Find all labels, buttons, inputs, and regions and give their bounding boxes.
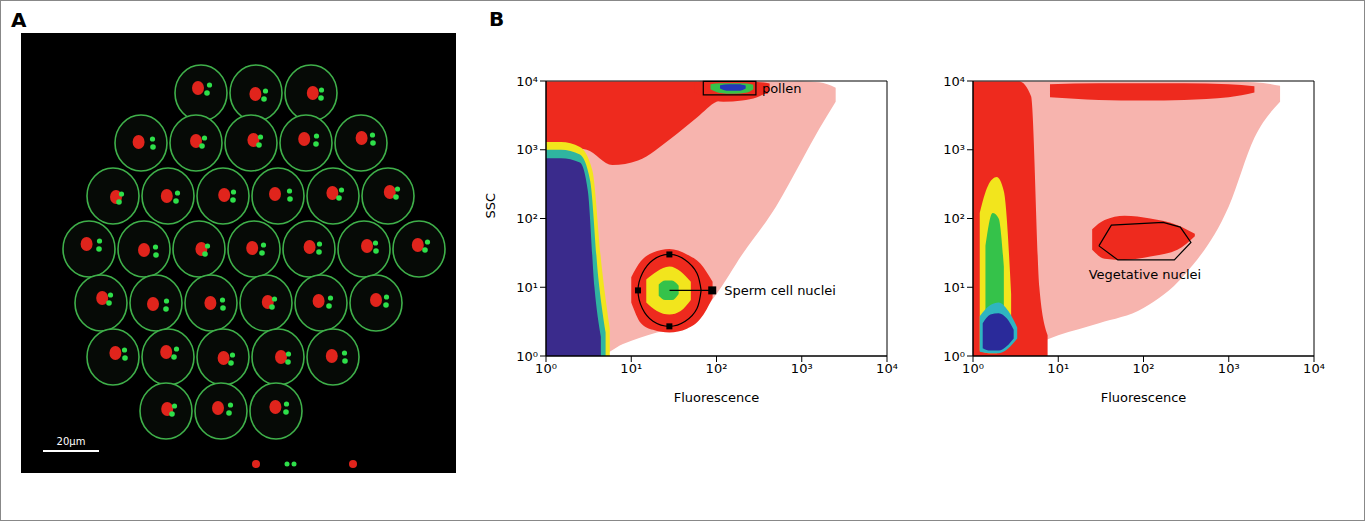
svg-text:10¹: 10¹ (620, 361, 642, 376)
svg-text:Fluorescence: Fluorescence (1101, 390, 1187, 405)
svg-text:10²: 10² (943, 211, 965, 226)
svg-text:A: A (11, 8, 27, 32)
svg-text:10²: 10² (1133, 361, 1155, 376)
svg-text:Sperm cell nuclei: Sperm cell nuclei (724, 283, 836, 298)
svg-text:10⁴: 10⁴ (516, 74, 538, 89)
svg-text:10⁴: 10⁴ (1303, 361, 1325, 376)
svg-text:Vegetative nuclei: Vegetative nuclei (1089, 267, 1202, 282)
html-text:B: B (489, 7, 505, 31)
svg-text:10³: 10³ (516, 142, 538, 157)
svg-text:10⁰: 10⁰ (535, 361, 557, 376)
svg-text:10²: 10² (706, 361, 728, 376)
svg-text:Fluorescence: Fluorescence (674, 390, 760, 405)
svg-text:20µm: 20µm (57, 436, 86, 447)
svg-text:10³: 10³ (791, 361, 813, 376)
svg-text:10¹: 10¹ (1047, 361, 1069, 376)
svg-text:10⁴: 10⁴ (876, 361, 898, 376)
svg-text:10¹: 10¹ (516, 280, 538, 295)
svg-text:10¹: 10¹ (943, 280, 965, 295)
svg-text:10⁰: 10⁰ (943, 349, 965, 364)
svg-text:10⁰: 10⁰ (962, 361, 984, 376)
svg-text:pollen: pollen (762, 81, 802, 96)
svg-text:10²: 10² (516, 211, 538, 226)
svg-text:10⁰: 10⁰ (516, 349, 538, 364)
svg-text:10⁴: 10⁴ (943, 74, 965, 89)
svg-text:SSC: SSC (483, 193, 498, 219)
svg-text:10³: 10³ (1218, 361, 1240, 376)
svg-text:10³: 10³ (943, 142, 965, 157)
